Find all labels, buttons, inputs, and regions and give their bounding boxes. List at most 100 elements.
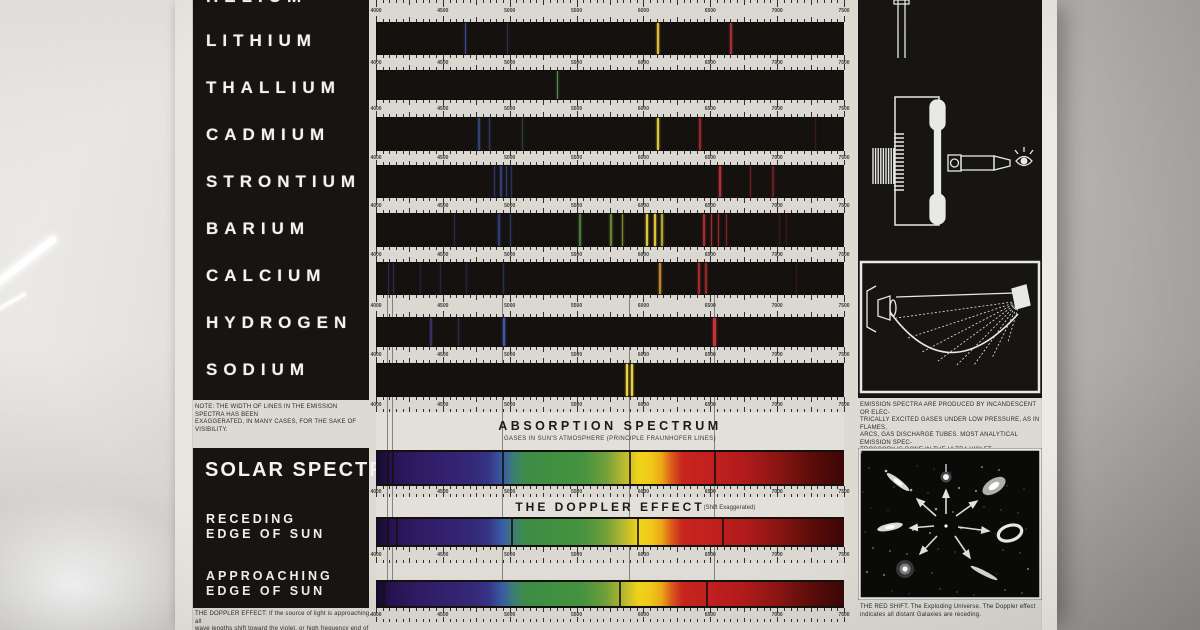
ruler-tick [837, 313, 839, 317]
ruler-tick [603, 619, 605, 622]
ruler-tick [416, 151, 418, 154]
ruler-tick [376, 608, 377, 614]
ruler-tick [610, 358, 611, 363]
recession-arrows [908, 488, 991, 560]
ruler-tick [783, 359, 785, 363]
ruler-tick [737, 0, 739, 4]
ruler-tick [676, 55, 678, 60]
ruler-tick [803, 113, 805, 117]
ruler-tick [743, 198, 745, 203]
ruler-tick [589, 151, 591, 154]
ruler-tick [583, 258, 585, 262]
ruler-tick [844, 206, 845, 213]
ruler-tick [456, 247, 458, 251]
ruler-tick [489, 619, 491, 622]
ruler-tick [523, 494, 525, 497]
ruler-tick [790, 258, 792, 262]
wavelength-ruler: 4000 4500 5000 5500 6000 6500 7000 7500 [370, 347, 850, 363]
ruler-tick [723, 258, 725, 262]
star [866, 571, 868, 573]
emission-line [815, 118, 817, 150]
ruler-tick [462, 247, 464, 251]
ruler-tick [462, 113, 464, 117]
wavelength-ruler: 4000 4500 5000 5500 6000 6500 7000 7500 [370, 486, 850, 497]
ruler-tick [690, 247, 692, 251]
ruler-tick [716, 247, 718, 251]
ruler-tick [703, 209, 705, 213]
ruler-tick [743, 347, 745, 352]
ruler-tick [803, 162, 805, 165]
ruler-tick [563, 494, 565, 497]
ruler-tick [623, 486, 625, 489]
ruler-tick [569, 151, 571, 154]
ruler-tick [569, 619, 571, 622]
ruler-tick [563, 547, 565, 551]
ruler-tick [810, 608, 812, 612]
ruler-tick [690, 397, 692, 401]
ruler-tick [670, 113, 672, 117]
ruler-tick [422, 162, 424, 165]
ruler-tick [516, 295, 518, 299]
ruler-tick [656, 0, 658, 4]
ruler-tick [844, 310, 845, 317]
ruler-tick [770, 151, 772, 154]
ruler-tick [663, 258, 665, 262]
ruler-tick [676, 65, 678, 70]
ruler-tick [683, 100, 685, 104]
ruler-tick [757, 313, 759, 317]
ruler-tick [556, 359, 558, 363]
ruler-tick [703, 608, 705, 611]
ruler-tick [803, 0, 805, 4]
ruler-tick [402, 559, 404, 563]
ruler-tick [382, 619, 384, 622]
ruler-tick [643, 310, 645, 317]
ruler-tick [730, 198, 732, 202]
ruler-tick [416, 100, 418, 104]
ruler-tick [509, 63, 511, 70]
ruler-tick [817, 359, 819, 363]
wavelength-tick-label: 4000 [370, 105, 382, 112]
ruler-tick [382, 494, 384, 497]
ruler-tick [409, 100, 411, 105]
ruler-tick [409, 17, 411, 22]
ruler-tick [489, 113, 491, 117]
wavelength-ruler: 4000 4500 5000 5500 6000 6500 7000 7500 [370, 198, 850, 213]
ruler-tick [449, 359, 451, 363]
ruler-tick [810, 407, 812, 412]
ruler-tick [543, 486, 545, 490]
ruler-tick [536, 66, 538, 70]
ruler-tick [496, 258, 498, 262]
ruler-tick [549, 494, 551, 497]
ruler-tick [696, 494, 698, 497]
ruler-tick [723, 0, 725, 4]
ruler-tick [730, 547, 732, 551]
ruler-tick [710, 247, 712, 254]
ruler-tick [703, 0, 705, 4]
ruler-tick [476, 295, 478, 300]
ruler-tick [810, 257, 812, 262]
ruler-tick [737, 547, 739, 551]
emission-line [522, 118, 524, 150]
ruler-tick [777, 608, 779, 614]
ruler-tick [716, 313, 718, 317]
absorption-line [705, 582, 708, 606]
star [870, 507, 872, 509]
ruler-tick [777, 356, 779, 363]
ruler-tick [496, 113, 498, 117]
spiral-galaxy-icon [982, 476, 1006, 496]
ruler-tick [429, 397, 431, 401]
ruler-tick [603, 608, 605, 611]
wavelength-ruler: 4000 4500 5000 5500 6000 6500 7000 7500 [370, 100, 850, 117]
wavelength-tick-label: 5000 [504, 251, 516, 258]
ruler-tick [543, 295, 545, 300]
absorption-line [618, 582, 621, 606]
ruler-tick [589, 55, 591, 59]
ruler-tick [810, 358, 812, 363]
ruler-tick [830, 18, 832, 22]
ruler-tick [576, 159, 578, 165]
ruler-tick [823, 66, 825, 70]
ruler-tick [737, 66, 739, 70]
ruler-tick [750, 100, 752, 104]
ruler-tick [603, 209, 605, 213]
wavelength-tick-label: 6000 [637, 155, 649, 161]
